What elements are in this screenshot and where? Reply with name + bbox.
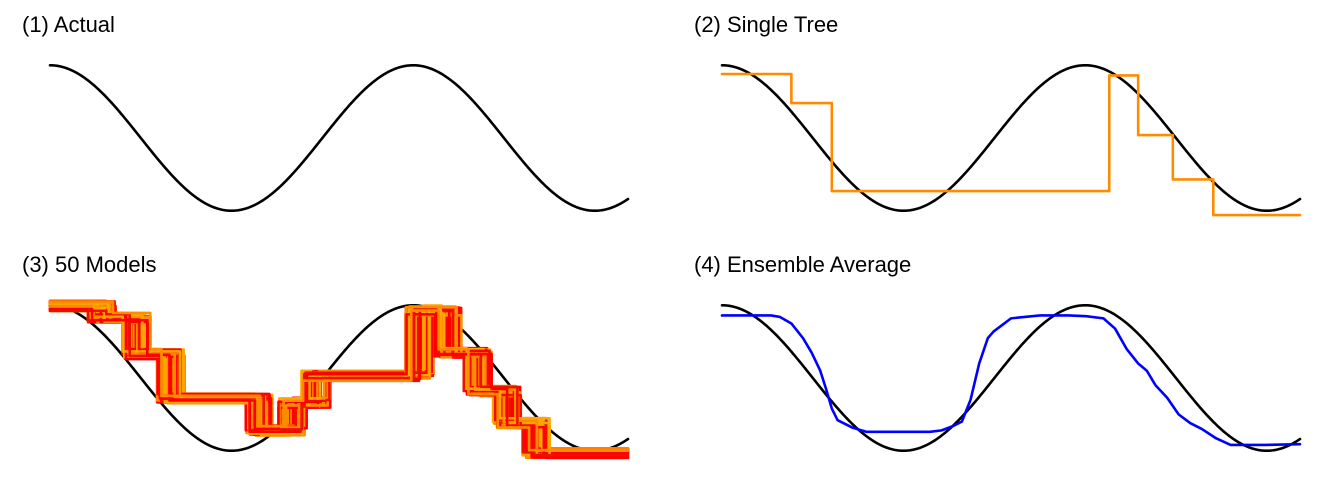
model-step-line-49 xyxy=(48,307,630,459)
chart-ensemble-average xyxy=(720,303,1302,453)
tree-step-line xyxy=(720,72,1302,217)
panel-title: (4) Ensemble Average xyxy=(694,252,912,277)
ensemble-average-line xyxy=(720,314,1302,447)
panel-title: (3) 50 Models xyxy=(22,252,157,277)
panel-single-tree: (2) Single Tree xyxy=(672,0,1344,240)
panel-title: (2) Single Tree xyxy=(694,12,839,37)
actual-curve xyxy=(720,303,1302,453)
actual-curve xyxy=(720,63,1302,213)
panel-50-models: (3) 50 Models xyxy=(0,240,672,480)
chart-50-models xyxy=(48,299,630,460)
chart-single-tree xyxy=(720,63,1302,217)
panel-actual: (1) Actual xyxy=(0,0,672,240)
actual-curve xyxy=(48,303,630,453)
model-step-line-47 xyxy=(48,303,630,458)
model-step-line-48 xyxy=(48,308,630,457)
model-step-line-44 xyxy=(48,300,630,459)
panel-title: (1) Actual xyxy=(22,12,115,37)
chart-actual xyxy=(48,63,630,213)
model-step-line-50 xyxy=(48,300,630,452)
panel-ensemble-average: (4) Ensemble Average xyxy=(672,240,1344,480)
actual-curve xyxy=(48,63,630,213)
